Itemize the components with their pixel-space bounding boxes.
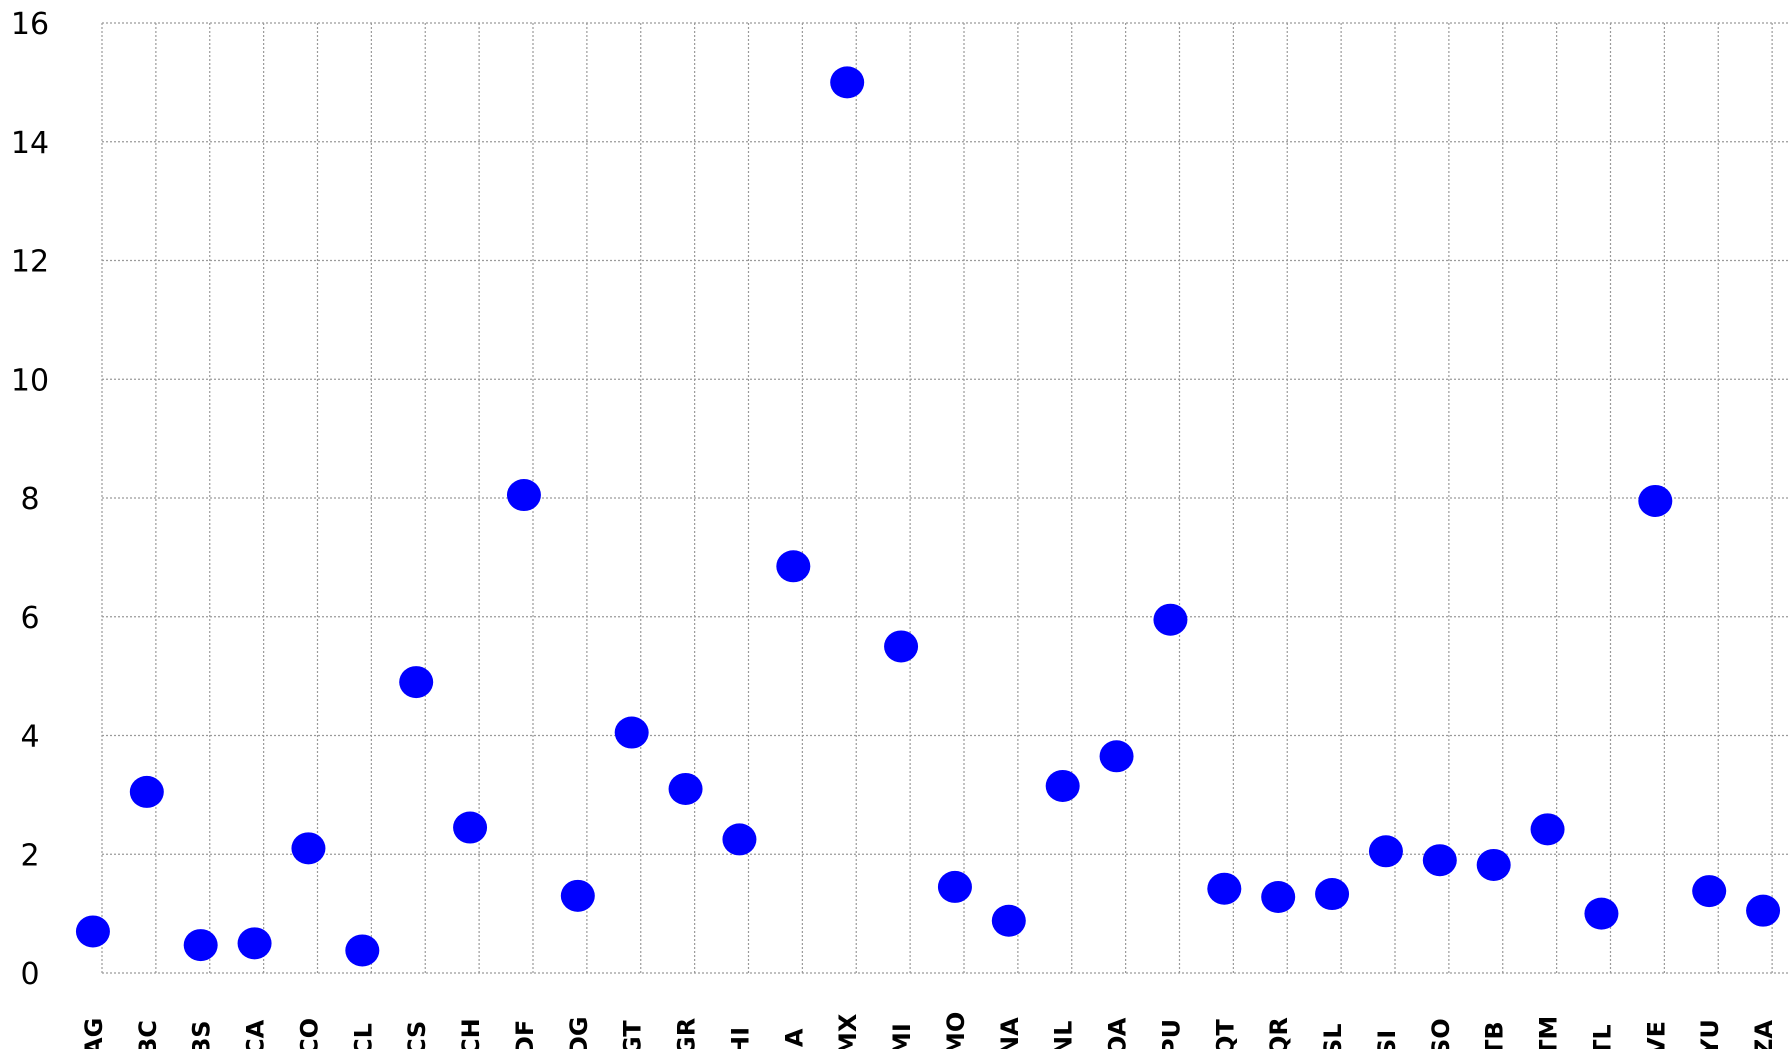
x-tick-label: CS — [403, 1021, 431, 1049]
data-point — [992, 905, 1026, 937]
y-tick-label: 14 — [11, 126, 49, 161]
x-axis-ticks: AG BC BS CA CO CL CS CH DF DG GT GR HI JA MX MI MO NA NL OA… — [80, 1012, 1778, 1049]
x-tick-label: GR — [673, 1018, 701, 1049]
data-point — [1584, 898, 1618, 930]
data-point — [1531, 813, 1565, 845]
x-tick-label: CO — [295, 1018, 323, 1049]
x-tick-label: BS — [188, 1020, 216, 1049]
y-tick-label: 16 — [11, 7, 49, 42]
x-tick-label: QR — [1265, 1017, 1293, 1049]
x-tick-label: DF — [511, 1020, 539, 1049]
x-tick-label: PU — [1157, 1019, 1185, 1049]
x-tick-label: CA — [242, 1019, 270, 1049]
x-tick-label: HI — [726, 1027, 754, 1049]
data-point — [1746, 895, 1780, 927]
x-tick-label: JA — [780, 1028, 808, 1049]
data-point — [1046, 770, 1080, 802]
data-point — [1369, 835, 1403, 867]
x-tick-label: TB — [1481, 1021, 1509, 1049]
y-tick-label: 8 — [20, 482, 39, 517]
data-point — [561, 880, 595, 912]
data-point — [291, 832, 325, 864]
x-tick-label: CL — [349, 1023, 377, 1049]
data-point — [669, 773, 703, 805]
data-points — [76, 66, 1780, 966]
x-tick-label: GT — [619, 1020, 647, 1049]
data-point — [1692, 875, 1726, 907]
data-point — [184, 929, 218, 961]
data-point — [776, 550, 810, 582]
data-point — [830, 66, 864, 98]
x-tick-label: NA — [996, 1017, 1024, 1049]
x-tick-label: SO — [1427, 1018, 1455, 1049]
y-tick-label: 0 — [20, 957, 39, 992]
x-tick-label: AG — [80, 1018, 108, 1049]
x-tick-label: SL — [1319, 1023, 1347, 1049]
y-tick-label: 6 — [20, 601, 39, 636]
data-point — [1638, 485, 1672, 517]
x-tick-label: CH — [457, 1018, 485, 1049]
x-tick-label: DG — [565, 1016, 593, 1049]
x-tick-label: VE — [1642, 1021, 1670, 1049]
data-point — [884, 630, 918, 662]
data-point — [1261, 881, 1295, 913]
y-tick-label: 12 — [11, 245, 49, 280]
x-tick-label: OA — [1104, 1017, 1132, 1049]
data-point — [1100, 740, 1134, 772]
x-tick-label: YU — [1696, 1019, 1724, 1049]
data-point — [76, 915, 110, 947]
data-point — [1423, 844, 1457, 876]
y-tick-label: 2 — [20, 838, 39, 873]
data-point — [722, 823, 756, 855]
x-tick-label: BC — [134, 1020, 162, 1049]
data-point — [345, 934, 379, 966]
data-point — [938, 871, 972, 903]
x-tick-label: NL — [1050, 1021, 1078, 1049]
data-point — [1153, 604, 1187, 636]
data-point — [130, 776, 164, 808]
x-tick-label: MI — [888, 1023, 916, 1049]
x-tick-label: TM — [1535, 1016, 1563, 1049]
x-tick-label: MX — [834, 1013, 862, 1049]
data-point — [1315, 878, 1349, 910]
data-point — [615, 717, 649, 749]
data-point — [507, 479, 541, 511]
data-point — [238, 927, 272, 959]
x-tick-label: QT — [1211, 1019, 1239, 1049]
y-tick-label: 4 — [20, 720, 39, 755]
data-point — [399, 666, 433, 698]
data-point — [1477, 849, 1511, 881]
data-point — [1207, 873, 1241, 905]
x-tick-label: SI — [1373, 1030, 1401, 1049]
y-axis-ticks: 0 2 4 6 8 10 12 14 16 — [11, 7, 49, 992]
x-tick-label: TL — [1588, 1024, 1616, 1049]
x-tick-label: ZA — [1750, 1020, 1778, 1049]
data-point — [453, 812, 487, 844]
x-tick-label: MO — [942, 1012, 970, 1049]
y-tick-label: 10 — [11, 363, 49, 398]
